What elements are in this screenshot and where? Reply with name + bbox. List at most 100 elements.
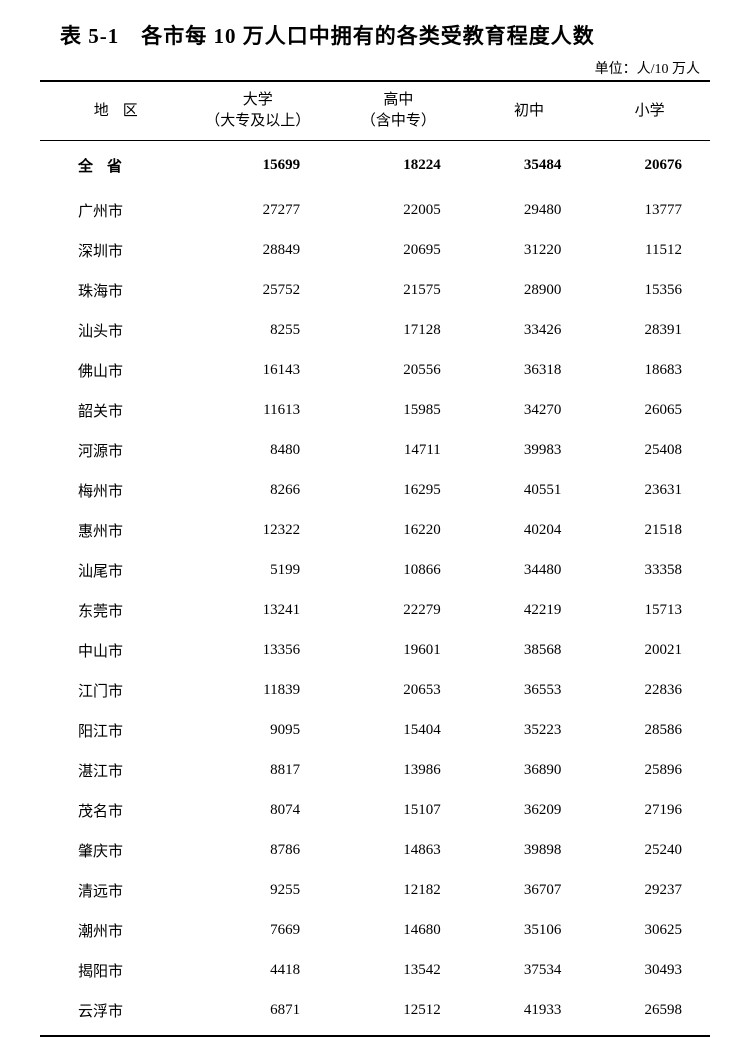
cell-middleschool: 35223 bbox=[469, 710, 590, 750]
cell-middleschool: 38568 bbox=[469, 630, 590, 670]
table-row: 阳江市9095154043522328586 bbox=[40, 710, 710, 750]
cell-highschool: 21575 bbox=[328, 270, 469, 310]
table-row: 惠州市12322162204020421518 bbox=[40, 510, 710, 550]
cell-elementary: 22836 bbox=[589, 670, 710, 710]
table-row: 广州市27277220052948013777 bbox=[40, 190, 710, 230]
table-row: 湛江市8817139863689025896 bbox=[40, 750, 710, 790]
cell-highschool: 20556 bbox=[328, 350, 469, 390]
unit-label: 单位：人/10 万人 bbox=[40, 58, 710, 78]
cell-middleschool: 36890 bbox=[469, 750, 590, 790]
total-highschool: 18224 bbox=[328, 141, 469, 191]
cell-middleschool: 33426 bbox=[469, 310, 590, 350]
cell-university: 11839 bbox=[187, 670, 328, 710]
cell-middleschool: 36209 bbox=[469, 790, 590, 830]
cell-university: 8480 bbox=[187, 430, 328, 470]
cell-elementary: 29237 bbox=[589, 870, 710, 910]
cell-highschool: 12512 bbox=[328, 990, 469, 1036]
cell-region: 茂名市 bbox=[40, 790, 187, 830]
cell-elementary: 30625 bbox=[589, 910, 710, 950]
table-row: 云浮市6871125124193326598 bbox=[40, 990, 710, 1036]
cell-elementary: 25408 bbox=[589, 430, 710, 470]
cell-middleschool: 36553 bbox=[469, 670, 590, 710]
cell-elementary: 25896 bbox=[589, 750, 710, 790]
cell-region: 深圳市 bbox=[40, 230, 187, 270]
cell-highschool: 12182 bbox=[328, 870, 469, 910]
cell-region: 湛江市 bbox=[40, 750, 187, 790]
header-row: 地区 大学（大专及以上） 高中（含中专） 初中 小学 bbox=[40, 81, 710, 141]
cell-region: 中山市 bbox=[40, 630, 187, 670]
cell-elementary: 27196 bbox=[589, 790, 710, 830]
cell-university: 12322 bbox=[187, 510, 328, 550]
cell-highschool: 19601 bbox=[328, 630, 469, 670]
table-row: 珠海市25752215752890015356 bbox=[40, 270, 710, 310]
cell-elementary: 15713 bbox=[589, 590, 710, 630]
header-highschool: 高中（含中专） bbox=[328, 81, 469, 141]
cell-university: 11613 bbox=[187, 390, 328, 430]
cell-university: 8266 bbox=[187, 470, 328, 510]
cell-university: 9095 bbox=[187, 710, 328, 750]
cell-university: 5199 bbox=[187, 550, 328, 590]
cell-elementary: 28391 bbox=[589, 310, 710, 350]
cell-university: 13241 bbox=[187, 590, 328, 630]
table-row: 肇庆市8786148633989825240 bbox=[40, 830, 710, 870]
cell-highschool: 14680 bbox=[328, 910, 469, 950]
cell-region: 惠州市 bbox=[40, 510, 187, 550]
header-elementary: 小学 bbox=[589, 81, 710, 141]
table-row: 江门市11839206533655322836 bbox=[40, 670, 710, 710]
cell-elementary: 11512 bbox=[589, 230, 710, 270]
cell-highschool: 20695 bbox=[328, 230, 469, 270]
cell-region: 东莞市 bbox=[40, 590, 187, 630]
cell-university: 8817 bbox=[187, 750, 328, 790]
table-row: 梅州市8266162954055123631 bbox=[40, 470, 710, 510]
table-row: 韶关市11613159853427026065 bbox=[40, 390, 710, 430]
table-title: 表 5-1 各市每 10 万人口中拥有的各类受教育程度人数 bbox=[40, 20, 710, 50]
cell-university: 16143 bbox=[187, 350, 328, 390]
header-region: 地区 bbox=[40, 81, 187, 141]
table-row: 东莞市13241222794221915713 bbox=[40, 590, 710, 630]
cell-elementary: 30493 bbox=[589, 950, 710, 990]
cell-middleschool: 41933 bbox=[469, 990, 590, 1036]
cell-highschool: 15985 bbox=[328, 390, 469, 430]
cell-elementary: 15356 bbox=[589, 270, 710, 310]
cell-highschool: 22005 bbox=[328, 190, 469, 230]
cell-elementary: 26065 bbox=[589, 390, 710, 430]
total-row: 全省 15699 18224 35484 20676 bbox=[40, 141, 710, 191]
table-row: 中山市13356196013856820021 bbox=[40, 630, 710, 670]
cell-middleschool: 28900 bbox=[469, 270, 590, 310]
cell-highschool: 14863 bbox=[328, 830, 469, 870]
cell-university: 25752 bbox=[187, 270, 328, 310]
cell-elementary: 26598 bbox=[589, 990, 710, 1036]
total-middleschool: 35484 bbox=[469, 141, 590, 191]
cell-region: 韶关市 bbox=[40, 390, 187, 430]
cell-highschool: 17128 bbox=[328, 310, 469, 350]
cell-region: 河源市 bbox=[40, 430, 187, 470]
table-row: 清远市9255121823670729237 bbox=[40, 870, 710, 910]
table-body: 全省 15699 18224 35484 20676 广州市2727722005… bbox=[40, 141, 710, 1036]
cell-middleschool: 42219 bbox=[469, 590, 590, 630]
cell-region: 揭阳市 bbox=[40, 950, 187, 990]
header-middleschool: 初中 bbox=[469, 81, 590, 141]
cell-middleschool: 34270 bbox=[469, 390, 590, 430]
table-row: 河源市8480147113998325408 bbox=[40, 430, 710, 470]
cell-region: 佛山市 bbox=[40, 350, 187, 390]
cell-elementary: 28586 bbox=[589, 710, 710, 750]
cell-highschool: 13542 bbox=[328, 950, 469, 990]
cell-middleschool: 37534 bbox=[469, 950, 590, 990]
cell-university: 9255 bbox=[187, 870, 328, 910]
total-university: 15699 bbox=[187, 141, 328, 191]
cell-university: 4418 bbox=[187, 950, 328, 990]
cell-elementary: 33358 bbox=[589, 550, 710, 590]
cell-elementary: 13777 bbox=[589, 190, 710, 230]
cell-region: 江门市 bbox=[40, 670, 187, 710]
cell-university: 8255 bbox=[187, 310, 328, 350]
cell-highschool: 22279 bbox=[328, 590, 469, 630]
table-row: 揭阳市4418135423753430493 bbox=[40, 950, 710, 990]
cell-highschool: 14711 bbox=[328, 430, 469, 470]
cell-region: 肇庆市 bbox=[40, 830, 187, 870]
cell-elementary: 18683 bbox=[589, 350, 710, 390]
cell-middleschool: 35106 bbox=[469, 910, 590, 950]
cell-middleschool: 40551 bbox=[469, 470, 590, 510]
cell-middleschool: 40204 bbox=[469, 510, 590, 550]
cell-elementary: 25240 bbox=[589, 830, 710, 870]
cell-highschool: 16220 bbox=[328, 510, 469, 550]
